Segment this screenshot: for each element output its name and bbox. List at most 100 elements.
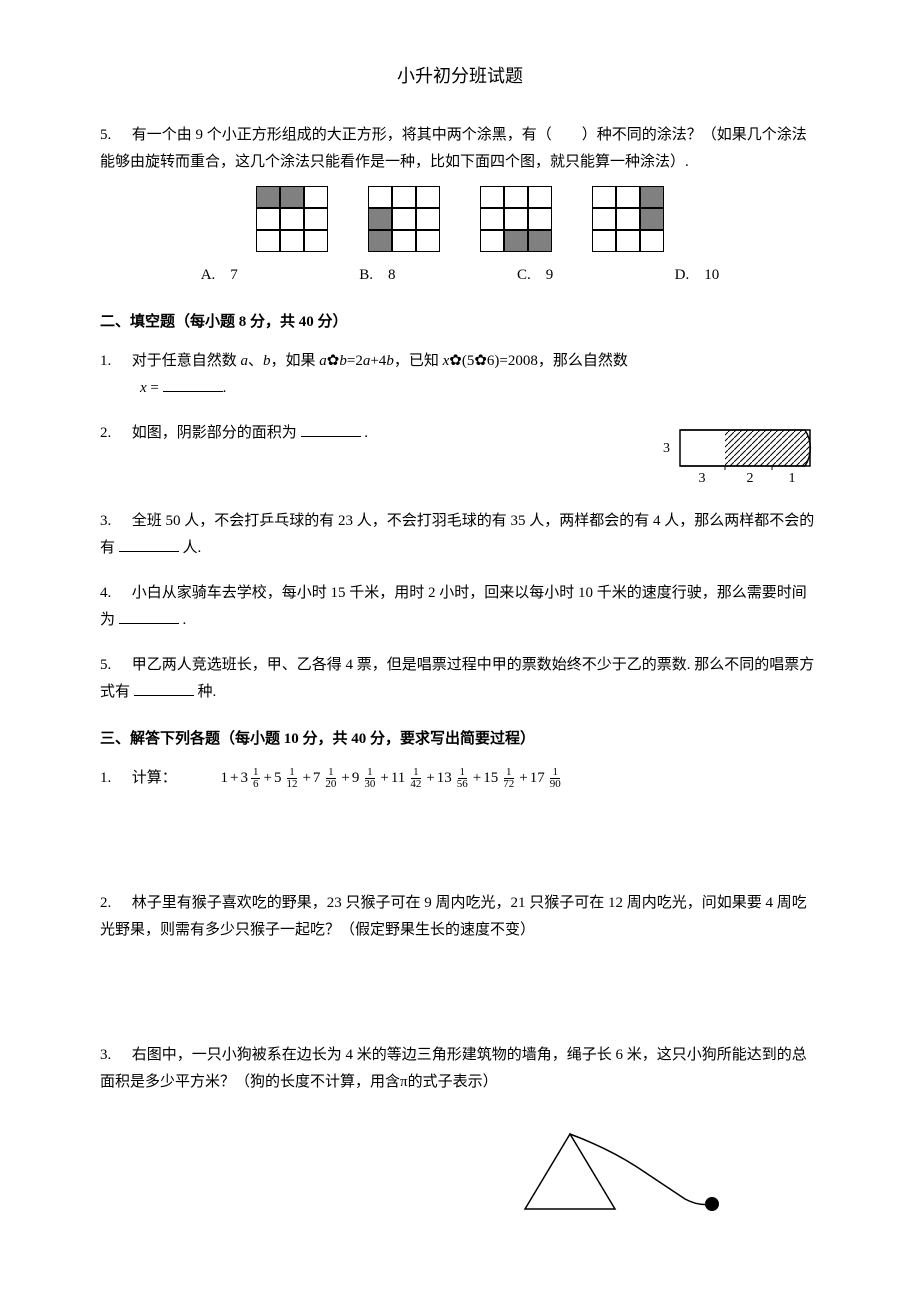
grid-cell <box>504 186 528 208</box>
grid-cell <box>616 208 640 230</box>
grid-cell <box>280 186 304 208</box>
page-title: 小升初分班试题 <box>100 60 820 92</box>
s2-q2-text: 如图，阴影部分的面积为 <box>132 425 297 441</box>
grid-cell <box>304 186 328 208</box>
grid-cell <box>280 230 304 252</box>
s2-q3-after: 人. <box>183 540 202 556</box>
q5-body: 有一个由 9 个小正方形组成的大正方形，将其中两个涂黑，有（ ）种不同的涂法？（… <box>100 127 807 170</box>
arc-figure: 3 3 2 1 <box>650 420 820 490</box>
fraction: 16 <box>251 767 261 790</box>
option-C: C. 9 <box>517 262 553 289</box>
s2-q4: 4. 小白从家骑车去学校，每小时 15 千米，用时 2 小时，回来以每小时 10… <box>100 580 820 634</box>
s2-q3-text: 全班 50 人，不会打乒乓球的有 23 人，不会打羽毛球的有 35 人，两样都会… <box>100 513 814 556</box>
fraction: 130 <box>362 767 377 790</box>
s2-q2: 2. 如图，阴影部分的面积为 . 3 3 2 1 <box>100 420 820 490</box>
q5-options: A. 7 B. 8 C. 9 D. 10 <box>100 262 820 289</box>
grid-cell <box>528 230 552 252</box>
s3-q2-text: 林子里有猴子喜欢吃的野果，23 只猴子可在 9 周内吃光，21 只猴子可在 12… <box>100 895 807 938</box>
grid-cell <box>304 230 328 252</box>
grid-cell <box>368 230 392 252</box>
grid-cell <box>528 208 552 230</box>
grid-cell <box>640 186 664 208</box>
question-5: 5. 有一个由 9 个小正方形组成的大正方形，将其中两个涂黑，有（ ）种不同的涂… <box>100 122 820 289</box>
s3-q3-text: 右图中，一只小狗被系在边长为 4 米的等边三角形建筑物的墙角，绳子长 6 米，这… <box>100 1047 807 1090</box>
grid-cell <box>416 208 440 230</box>
grid-cell <box>592 186 616 208</box>
s3-q3-num: 3. <box>100 1042 128 1069</box>
arc-label-3: 3 <box>699 471 706 486</box>
s2-q1: 1. 对于任意自然数 a、b，如果 a✿b=2a+4b，已知 x✿(5✿6)=2… <box>100 348 820 402</box>
s3-q1-label: 计算： <box>132 770 177 786</box>
option-D: D. 10 <box>675 262 720 289</box>
s2-q3: 3. 全班 50 人，不会打乒乓球的有 23 人，不会打羽毛球的有 35 人，两… <box>100 508 820 562</box>
grid-0 <box>256 186 328 252</box>
q5-text: 5. 有一个由 9 个小正方形组成的大正方形，将其中两个涂黑，有（ ）种不同的涂… <box>100 122 820 176</box>
s3-q1-expr: 1 + 316 + 5112 + 7120 + 9130 + 11142 + 1… <box>221 765 564 792</box>
q5-number: 5. <box>100 122 128 149</box>
grid-cell <box>616 230 640 252</box>
grid-cell <box>368 186 392 208</box>
triangle-figure <box>420 1114 820 1224</box>
s2-q5: 5. 甲乙两人竞选班长，甲、乙各得 4 票，但是唱票过程中甲的票数始终不少于乙的… <box>100 652 820 706</box>
grid-cell <box>504 230 528 252</box>
grid-cell <box>304 208 328 230</box>
arc-label-1: 1 <box>789 471 796 486</box>
grid-cell <box>256 186 280 208</box>
s2-q3-blank <box>119 537 179 552</box>
s2-q2-num: 2. <box>100 420 128 447</box>
s2-q4-blank <box>119 609 179 624</box>
q5-grids <box>100 186 820 252</box>
grid-cell <box>640 208 664 230</box>
grid-cell <box>640 230 664 252</box>
s2-q2-after: . <box>364 425 368 441</box>
fraction: 112 <box>284 767 299 790</box>
fraction: 156 <box>455 767 470 790</box>
s2-q1-num: 1. <box>100 348 128 375</box>
fraction: 120 <box>323 767 338 790</box>
section-3-header: 三、解答下列各题（每小题 10 分，共 40 分，要求写出简要过程） <box>100 726 820 753</box>
s2-q3-num: 3. <box>100 508 128 535</box>
grid-1 <box>368 186 440 252</box>
grid-cell <box>416 230 440 252</box>
s3-q2-num: 2. <box>100 890 128 917</box>
option-A: A. 7 <box>201 262 238 289</box>
grid-cell <box>528 186 552 208</box>
s3-q2: 2. 林子里有猴子喜欢吃的野果，23 只猴子可在 9 周内吃光，21 只猴子可在… <box>100 890 820 944</box>
grid-cell <box>504 208 528 230</box>
grid-cell <box>592 208 616 230</box>
grid-cell <box>256 208 280 230</box>
grid-cell <box>368 208 392 230</box>
grid-2 <box>480 186 552 252</box>
grid-cell <box>280 208 304 230</box>
s2-q2-blank <box>301 422 361 437</box>
s3-q1-num: 1. <box>100 765 128 792</box>
grid-cell <box>416 186 440 208</box>
s2-q5-num: 5. <box>100 652 128 679</box>
arc-label-3v: 3 <box>663 441 670 456</box>
grid-cell <box>592 230 616 252</box>
s2-q5-after: 种. <box>198 684 217 700</box>
s3-q1: 1. 计算： 1 + 316 + 5112 + 7120 + 9130 + 11… <box>100 765 820 792</box>
grid-cell <box>480 230 504 252</box>
s2-q5-blank <box>134 681 194 696</box>
s2-q1-line2: x = <box>140 380 159 396</box>
s2-q4-num: 4. <box>100 580 128 607</box>
section-2-header: 二、填空题（每小题 8 分，共 40 分） <box>100 309 820 336</box>
fraction: 142 <box>408 767 423 790</box>
grid-cell <box>480 208 504 230</box>
arc-label-2: 2 <box>747 471 754 486</box>
s2-q1-blank <box>163 377 223 392</box>
option-B: B. 8 <box>359 262 395 289</box>
s2-q1-text: 对于任意自然数 a、b，如果 a✿b=2a+4b，已知 x✿(5✿6)=2008… <box>132 353 628 369</box>
fraction: 190 <box>548 767 563 790</box>
fraction: 172 <box>501 767 516 790</box>
grid-cell <box>256 230 280 252</box>
grid-cell <box>392 208 416 230</box>
grid-cell <box>616 186 640 208</box>
grid-3 <box>592 186 664 252</box>
s2-q4-after: . <box>183 612 187 628</box>
s2-q4-text: 小白从家骑车去学校，每小时 15 千米，用时 2 小时，回来以每小时 10 千米… <box>100 585 807 628</box>
s3-q3: 3. 右图中，一只小狗被系在边长为 4 米的等边三角形建筑物的墙角，绳子长 6 … <box>100 1042 820 1096</box>
grid-cell <box>480 186 504 208</box>
grid-cell <box>392 230 416 252</box>
